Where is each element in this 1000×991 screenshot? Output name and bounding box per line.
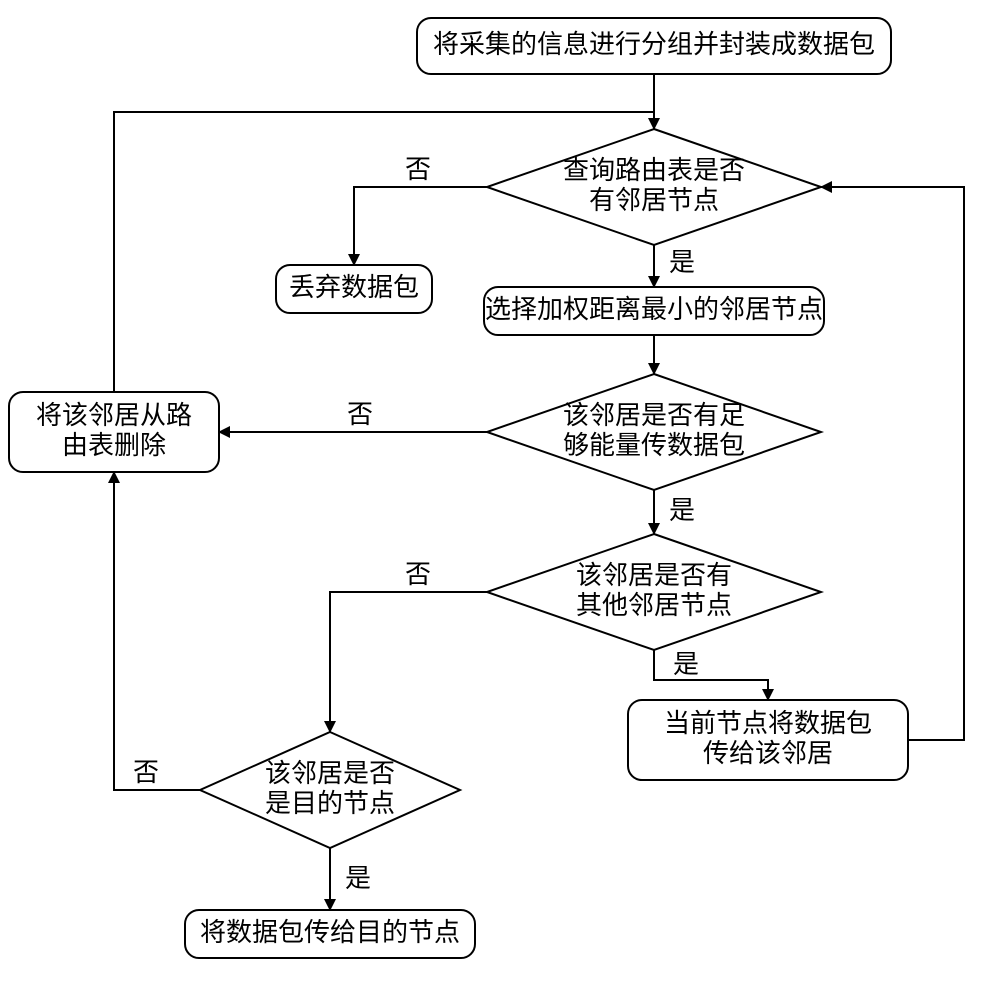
node-n_pass-line1: 传给该邻居	[703, 738, 833, 768]
edge-n_d1-n_drop	[354, 187, 487, 265]
node-n_start-line0: 将采集的信息进行分组并封装成数据包	[433, 29, 875, 59]
node-n_d1-line0: 查询路由表是否	[563, 155, 745, 185]
node-n_select-line0: 选择加权距离最小的邻居节点	[485, 294, 823, 324]
edge-label-n_d4-n_end: 是	[345, 863, 371, 893]
edge-label-n_d1-n_drop: 否	[405, 154, 431, 184]
edge-n_d3-n_d4	[330, 592, 487, 732]
node-n_d3: 该邻居是否有其他邻居节点	[487, 534, 821, 650]
node-n_drop-line0: 丢弃数据包	[289, 272, 419, 302]
node-n_d1: 查询路由表是否有邻居节点	[487, 129, 821, 245]
edge-label-n_d3-n_pass: 是	[673, 649, 699, 679]
node-n_delete: 将该邻居从路由表删除	[9, 392, 219, 472]
node-n_d4: 该邻居是否是目的节点	[200, 732, 460, 848]
edge-n_pass-n_d1	[821, 187, 964, 740]
node-n_pass-line0: 当前节点将数据包	[664, 708, 872, 738]
node-n_d1-line1: 有邻居节点	[589, 185, 719, 215]
node-n_d4-line1: 是目的节点	[265, 788, 395, 818]
node-n_d3-line1: 其他邻居节点	[576, 590, 732, 620]
edge-label-n_d2-n_d3: 是	[669, 495, 695, 525]
edge-label-n_d4-n_delete: 否	[133, 757, 159, 787]
node-n_d4-line0: 该邻居是否	[265, 758, 395, 788]
node-n_end-line0: 将数据包传给目的节点	[200, 917, 460, 947]
node-n_start: 将采集的信息进行分组并封装成数据包	[417, 18, 891, 74]
node-n_select: 选择加权距离最小的邻居节点	[484, 287, 824, 335]
node-n_drop: 丢弃数据包	[276, 265, 432, 313]
node-n_delete-line1: 由表删除	[62, 430, 166, 460]
edge-label-n_d1-n_select: 是	[669, 247, 695, 277]
node-n_d2-line0: 该邻居是否有足	[563, 400, 745, 430]
edge-label-n_d2-n_delete: 否	[347, 399, 373, 429]
edge-label-n_d3-n_d4: 否	[405, 559, 431, 589]
node-n_d2: 该邻居是否有足够能量传数据包	[487, 374, 821, 490]
node-n_end: 将数据包传给目的节点	[185, 910, 475, 958]
node-n_delete-line0: 将该邻居从路	[36, 400, 192, 430]
nodes-layer: 将采集的信息进行分组并封装成数据包查询路由表是否有邻居节点丢弃数据包选择加权距离…	[9, 18, 908, 958]
node-n_pass: 当前节点将数据包传给该邻居	[628, 700, 908, 780]
edge-n_d4-n_delete	[114, 472, 200, 790]
node-n_d3-line0: 该邻居是否有	[576, 560, 732, 590]
node-n_d2-line1: 够能量传数据包	[563, 430, 745, 460]
edge-n_d3-n_pass	[654, 650, 768, 700]
